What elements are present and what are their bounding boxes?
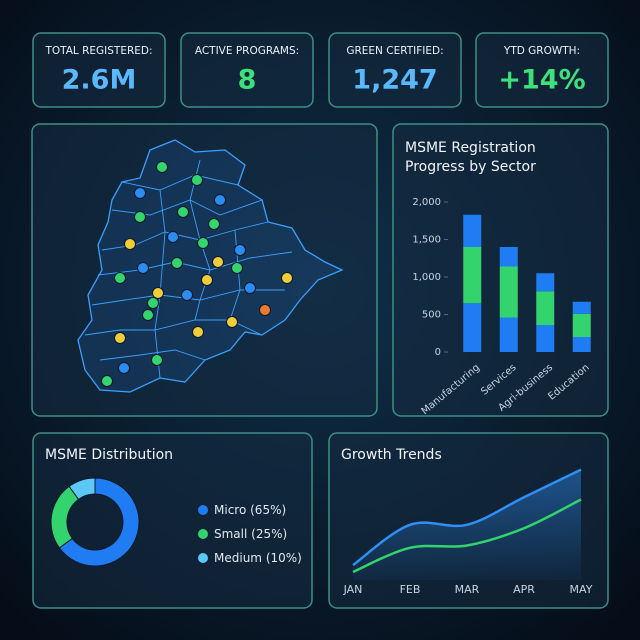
map-marker	[234, 244, 246, 256]
legend-entry: Micro (65%)	[214, 503, 286, 517]
map-marker	[114, 272, 126, 284]
map-marker	[137, 262, 149, 274]
kpi-value: 2.6M	[62, 65, 137, 96]
map-marker	[259, 304, 271, 316]
region-map	[77, 139, 344, 393]
bar-segment	[572, 337, 591, 352]
chart-title: MSME Distribution	[45, 447, 173, 463]
map-marker	[191, 174, 203, 186]
map-marker	[142, 309, 154, 321]
map-marker	[114, 332, 126, 344]
map-marker	[152, 287, 164, 299]
kpi-label: YTD GROWTH:	[503, 45, 580, 57]
donut-slice	[68, 477, 96, 501]
line	[352, 468, 582, 567]
map-marker	[281, 272, 293, 284]
kpi-label: GREEN CERTIFIED:	[346, 45, 443, 57]
map-marker	[101, 375, 113, 387]
kpi-card	[328, 32, 462, 108]
bar-segment	[463, 247, 482, 304]
legend-swatch	[198, 553, 208, 563]
bar-segment	[536, 291, 555, 325]
map-marker	[197, 237, 209, 249]
legend-value: (65%)	[250, 503, 286, 517]
legend-name: Medium	[214, 551, 262, 565]
x-tick-label: FEB	[400, 583, 421, 596]
map-marker	[181, 289, 193, 301]
chart-title: Growth Trends	[341, 447, 442, 463]
x-tick-label: JAN	[343, 583, 363, 596]
map-outline	[77, 139, 344, 393]
x-tick-label: MAR	[455, 583, 480, 596]
map-marker	[118, 362, 130, 374]
x-tick-label: APR	[513, 583, 535, 596]
map-marker	[124, 238, 136, 250]
map-marker	[167, 231, 179, 243]
chart-title: MSME Registration Progress by Sector	[405, 140, 536, 175]
y-tick-label: 500	[422, 310, 441, 321]
bar-segment	[572, 301, 591, 314]
donut-slice	[58, 477, 140, 567]
map-marker	[231, 262, 243, 274]
y-tick-label: 2,000	[412, 197, 441, 208]
map-marker	[208, 218, 220, 230]
x-tick-label: MAY	[570, 583, 593, 596]
bar-segment	[463, 214, 482, 247]
y-tick-label: 1,000	[412, 272, 441, 283]
kpi-value: 1,247	[352, 65, 437, 96]
legend-value: (25%)	[251, 527, 287, 541]
legend-entry: Small (25%)	[214, 527, 287, 541]
legend-swatch	[198, 529, 208, 539]
kpi-label: ACTIVE PROGRAMS:	[195, 45, 299, 57]
y-tick-label: 0	[435, 347, 441, 358]
bar-segment	[499, 266, 518, 318]
legend-name: Small	[214, 527, 247, 541]
map-marker	[177, 206, 189, 218]
kpi-card	[180, 32, 314, 108]
line	[352, 498, 582, 574]
kpi-value: +14%	[498, 65, 585, 96]
kpi-card	[475, 32, 609, 108]
bar-segment	[536, 325, 555, 352]
bar-segment	[463, 303, 482, 352]
map-marker	[147, 297, 159, 309]
y-tick-label: 1,500	[412, 235, 441, 246]
bar-segment	[572, 313, 591, 337]
map-marker	[192, 326, 204, 338]
map-marker	[244, 282, 256, 294]
legend-entry: Medium (10%)	[214, 551, 302, 565]
kpi-value: 8	[238, 65, 257, 96]
legend-swatch	[198, 505, 208, 515]
map-marker	[171, 257, 183, 269]
map-marker	[151, 354, 163, 366]
map-marker	[214, 194, 226, 206]
map-marker	[226, 316, 238, 328]
map-marker	[134, 187, 146, 199]
legend-value: (10%)	[266, 551, 302, 565]
kpi-card	[32, 32, 166, 108]
map-marker	[201, 274, 213, 286]
bar-segment	[536, 273, 555, 292]
map-marker	[212, 256, 224, 268]
map-marker	[156, 161, 168, 173]
kpi-label: TOTAL REGISTERED:	[44, 45, 152, 57]
legend-name: Micro	[214, 503, 246, 517]
bar-segment	[499, 247, 518, 267]
map-marker	[134, 211, 146, 223]
bar-segment	[499, 317, 518, 352]
